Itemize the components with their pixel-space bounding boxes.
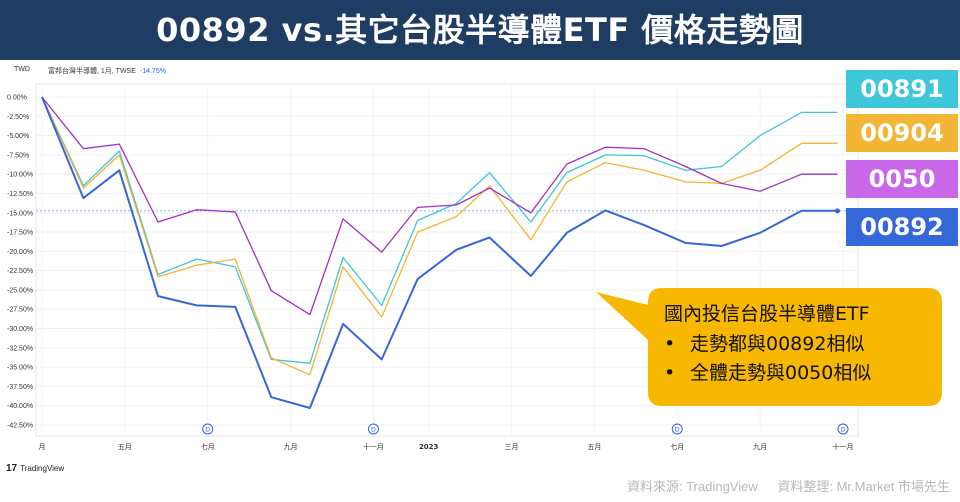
x-tick-label: 月 xyxy=(39,443,46,451)
legend-box-00892: 00892 xyxy=(846,208,958,246)
y-tick-label: -25.00% xyxy=(7,287,33,294)
y-tick-label: -12.50% xyxy=(7,191,33,198)
legend-box-00891: 00891 xyxy=(846,70,958,108)
legend-box-00904: 00904 xyxy=(846,114,958,152)
series-line-00891 xyxy=(41,96,838,364)
series-line-0050 xyxy=(41,96,838,316)
annotation-bullet-icon: • xyxy=(664,362,675,384)
tradingview-mark-icon: 17 xyxy=(6,463,18,474)
x-tick-label: 七月 xyxy=(670,442,684,451)
y-tick-label: -20.00% xyxy=(7,249,33,256)
plot-frame xyxy=(35,83,859,437)
source-credit: 資料來源: TradingView 資料整理: Mr.Market 市場先生 xyxy=(627,476,950,495)
symbol-info: 富邦台灣半導體, 1月, TWSE -14.75% xyxy=(48,66,166,76)
y-tick-label: -10.00% xyxy=(7,172,33,179)
annotation-bullet: 全體走勢與0050相似 xyxy=(690,362,871,384)
dividend-marker-label: D xyxy=(675,427,680,434)
y-tick-label: -42.50% xyxy=(7,423,33,430)
x-tick-label: 九月 xyxy=(753,442,767,451)
tradingview-label: TradingView xyxy=(20,464,65,473)
y-tick-label: -7.50% xyxy=(7,152,29,159)
x-tick-label: 五月 xyxy=(118,443,132,451)
dividend-marker-label: D xyxy=(371,427,376,434)
y-tick-label: -17.50% xyxy=(7,230,33,237)
x-tick-label: 九月 xyxy=(284,442,298,451)
x-tick-label: 2023 xyxy=(419,443,439,451)
legend-box-0050: 0050 xyxy=(846,160,958,198)
page-title: 00892 vs.其它台股半導體ETF 價格走勢圖 xyxy=(0,0,960,60)
dividend-marker-label: D xyxy=(841,427,846,434)
dividend-marker xyxy=(671,423,683,435)
y-tick-label: 0.00% xyxy=(7,95,27,102)
dividend-marker xyxy=(367,423,379,435)
dividend-marker xyxy=(837,423,849,435)
symbol-label: 富邦台灣半導體, 1月, TWSE xyxy=(48,68,136,75)
currency-label: TWD xyxy=(14,66,30,73)
annotation-bullet-icon: • xyxy=(664,333,675,355)
y-tick-label: -32.50% xyxy=(7,345,33,352)
change-percent: -14.75% xyxy=(139,68,166,75)
annotation-title: 國內投信台股半導體ETF xyxy=(664,303,870,325)
x-tick-label: 十一月 xyxy=(833,442,854,451)
y-tick-label: -30.00% xyxy=(7,326,33,333)
x-tick-label: 七月 xyxy=(201,442,215,451)
series-line-00904 xyxy=(41,96,838,376)
y-tick-label: -40.00% xyxy=(7,403,33,410)
x-tick-label: 三月 xyxy=(505,443,519,451)
y-tick-label: -27.50% xyxy=(7,307,33,314)
series-line-00892 xyxy=(41,96,838,409)
y-tick-label: -5.00% xyxy=(7,133,29,140)
annotation-callout xyxy=(596,288,942,406)
dividend-marker xyxy=(202,423,214,435)
series-end-point xyxy=(834,208,840,214)
y-tick-label: -22.50% xyxy=(7,268,33,275)
x-tick-label: 十一月 xyxy=(363,442,384,451)
x-tick-label: 五月 xyxy=(587,443,601,451)
y-tick-label: -15.00% xyxy=(7,210,33,217)
annotation-bullet: 走勢都與00892相似 xyxy=(690,333,864,355)
y-tick-label: -2.50% xyxy=(7,114,29,121)
data-organizer: 資料整理: Mr.Market 市場先生 xyxy=(777,479,950,494)
tradingview-logo: 17 TradingView xyxy=(6,463,64,474)
dividend-marker-label: D xyxy=(205,427,210,434)
y-tick-label: -35.00% xyxy=(7,365,33,372)
y-tick-label: -37.50% xyxy=(7,384,33,391)
data-source: 資料來源: TradingView xyxy=(626,479,758,494)
